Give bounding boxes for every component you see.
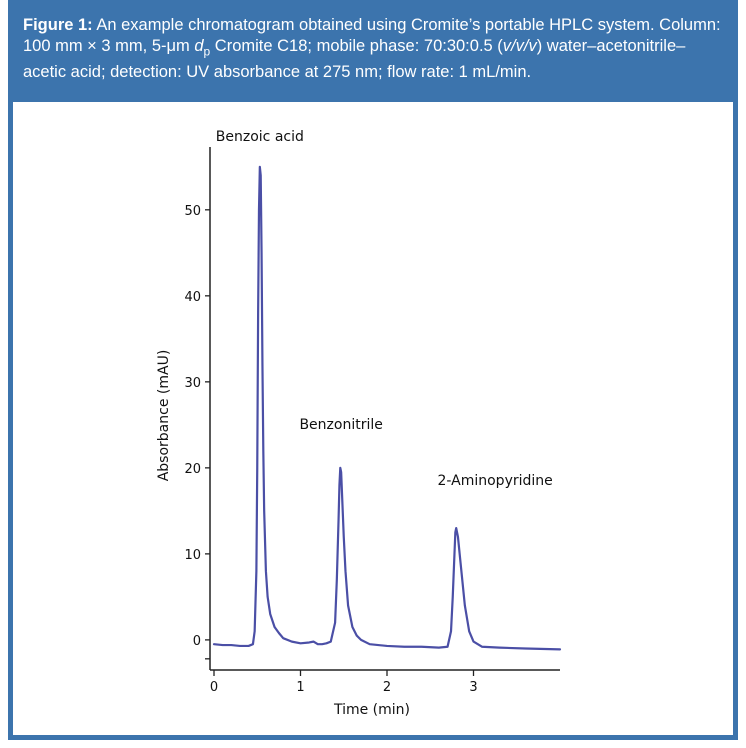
x-axis-title: Time (min) bbox=[333, 702, 410, 718]
caption-text-3: ) water–acetonitrile–acetic acid; detect… bbox=[23, 37, 686, 82]
figure-caption: Figure 1: An example chromatogram obtain… bbox=[13, 5, 733, 102]
chromatogram-trace-0 bbox=[212, 165, 562, 651]
x-tick-label-2: 2 bbox=[383, 680, 391, 695]
caption-text-1: An example chromatogram obtained using C… bbox=[23, 16, 721, 55]
caption-vvv: v/v/v bbox=[502, 37, 537, 55]
peak-label-benzoic-acid: Benzoic acid bbox=[216, 129, 304, 145]
y-tick-label-0: 0 bbox=[193, 634, 201, 649]
caption-label: Figure 1: bbox=[23, 16, 93, 34]
y-tick-label-20: 20 bbox=[184, 462, 201, 477]
figure-frame: Figure 1: An example chromatogram obtain… bbox=[8, 0, 738, 740]
x-tick-label-1: 1 bbox=[296, 680, 304, 695]
peak-label-2-aminopyridine: 2-Aminopyridine bbox=[437, 473, 552, 489]
y-tick-label-50: 50 bbox=[184, 204, 201, 219]
y-axis-title: Absorbance (mAU) bbox=[156, 350, 172, 482]
y-tick-label-10: 10 bbox=[184, 548, 201, 563]
y-tick-label-40: 40 bbox=[184, 290, 201, 305]
caption-text-2: Cromite C18; mobile phase: 70:30:0.5 ( bbox=[210, 37, 503, 55]
x-tick-label-0: 0 bbox=[210, 680, 218, 695]
y-tick-label-30: 30 bbox=[184, 376, 201, 391]
caption-dp-d: d bbox=[194, 37, 204, 55]
caption-dp-sub: p bbox=[203, 44, 211, 59]
peak-label-benzonitrile: Benzonitrile bbox=[299, 417, 382, 433]
chromatogram-chart: 0 10 20 30 40 50 0 1 2 3 Time (min) Absorbance (mAU… bbox=[156, 129, 562, 718]
x-tick-label-3: 3 bbox=[469, 680, 477, 695]
